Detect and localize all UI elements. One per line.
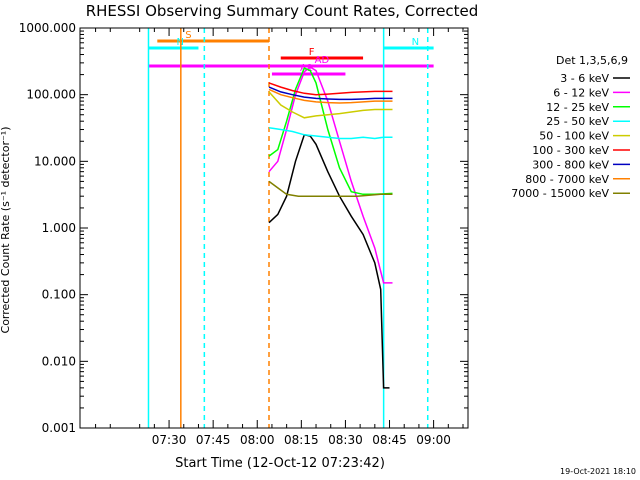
chart-title: RHESSI Observing Summary Count Rates, Co… bbox=[86, 2, 479, 20]
plot-frame bbox=[79, 27, 469, 429]
legend-label: 50 - 100 keV bbox=[539, 130, 609, 143]
series-line bbox=[268, 67, 393, 196]
flag-label: N bbox=[412, 37, 419, 48]
y-tick-label: 100.000 bbox=[26, 88, 76, 102]
legend-label: 12 - 25 keV bbox=[546, 101, 609, 114]
legend-label: 6 - 12 keV bbox=[553, 86, 609, 99]
series-line bbox=[268, 133, 390, 389]
series-line bbox=[268, 82, 393, 96]
legend-label: 7000 - 15000 keV bbox=[511, 187, 609, 200]
y-tick-label: 0.001 bbox=[42, 421, 76, 435]
legend-label: 300 - 800 keV bbox=[532, 158, 609, 171]
timestamp: 19-Oct-2021 18:10 bbox=[560, 467, 636, 476]
legend-label: 3 - 6 keV bbox=[560, 72, 609, 85]
y-tick-label: 1.000 bbox=[42, 221, 76, 235]
axes: 1000.000 100.000 10.000 1.000 0.100 0.010 0.00… bbox=[19, 21, 469, 447]
vertical-markers bbox=[147, 28, 429, 428]
series-line bbox=[268, 88, 393, 104]
x-tick-label: 08:30 bbox=[328, 433, 363, 447]
legend-label: 800 - 7000 keV bbox=[525, 173, 609, 186]
series-line bbox=[268, 180, 393, 197]
series-line bbox=[268, 91, 393, 119]
x-axis-label: Start Time (12-Oct-12 07:23:42) bbox=[175, 456, 385, 471]
legend-title: Det 1,3,5,6,9 bbox=[556, 54, 628, 67]
flag-bars: SNNFADA1 bbox=[148, 30, 434, 76]
y-tick-label: 0.100 bbox=[42, 288, 76, 302]
series-line bbox=[268, 126, 393, 140]
x-tick-label: 08:15 bbox=[284, 433, 319, 447]
x-tick-label: 08:00 bbox=[240, 433, 275, 447]
series-line bbox=[268, 86, 393, 101]
y-tick-label: 10.000 bbox=[34, 154, 76, 168]
y-tick-label: 0.010 bbox=[42, 354, 76, 368]
x-tick-label: 09:00 bbox=[416, 433, 451, 447]
y-tick-label: 1000.000 bbox=[19, 21, 76, 35]
x-tick-label: 07:45 bbox=[196, 433, 231, 447]
flag-label: S bbox=[185, 30, 191, 41]
y-axis-label: Corrected Count Rate (s⁻¹ detector⁻¹) bbox=[0, 127, 12, 334]
series-lines bbox=[268, 66, 393, 389]
flag-label: F bbox=[309, 47, 315, 58]
x-tick-label: 07:30 bbox=[152, 433, 187, 447]
flag-label: AD bbox=[315, 55, 330, 66]
legend-label: 25 - 50 keV bbox=[546, 115, 609, 128]
x-tick-label: 08:45 bbox=[372, 433, 407, 447]
legend-label: 100 - 300 keV bbox=[532, 144, 609, 157]
series-line bbox=[268, 66, 393, 284]
